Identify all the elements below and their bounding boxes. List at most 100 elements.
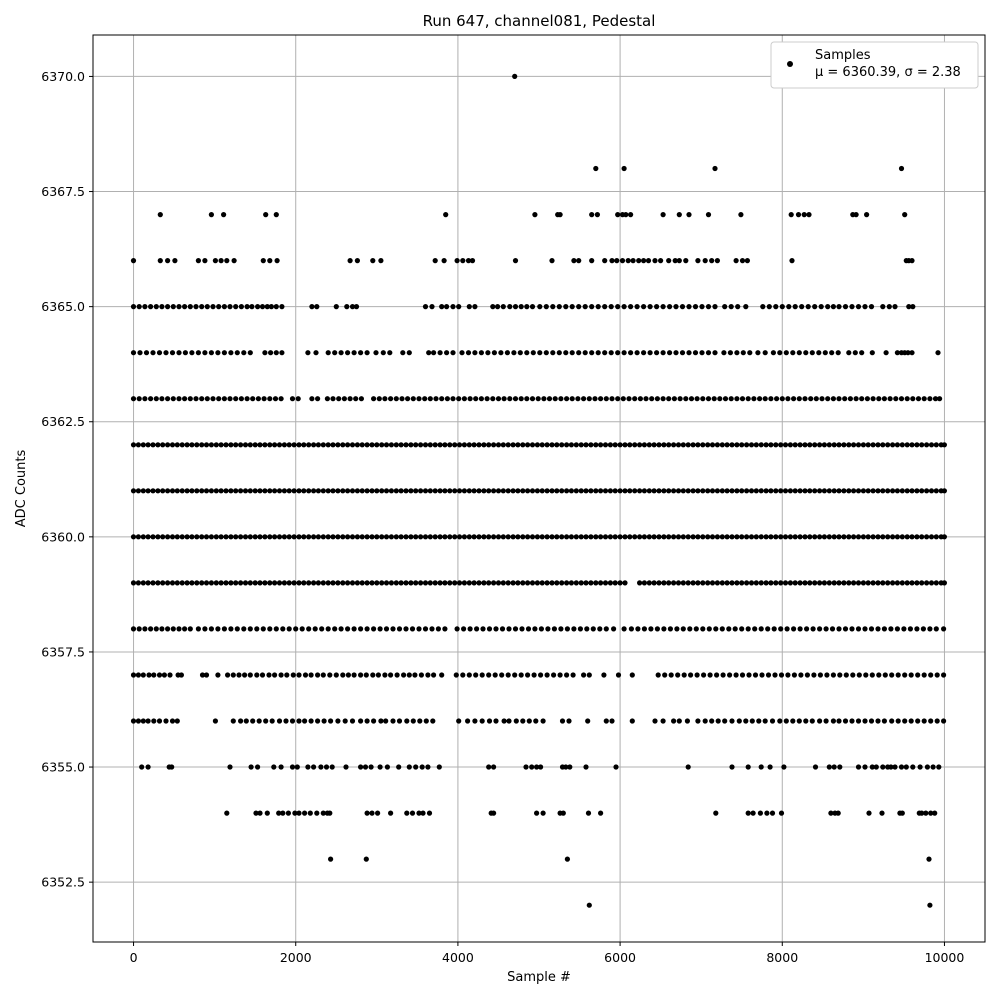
data-point: [809, 350, 815, 356]
data-point: [612, 442, 618, 448]
data-point: [491, 534, 497, 540]
data-point: [340, 672, 346, 678]
data-point: [914, 488, 920, 494]
data-point: [429, 304, 435, 310]
data-point: [888, 764, 894, 770]
data-point: [791, 672, 798, 678]
data-point: [319, 626, 325, 632]
data-point: [719, 580, 725, 586]
data-point: [456, 718, 462, 724]
data-point: [284, 672, 290, 678]
data-point: [823, 626, 829, 632]
data-point: [351, 350, 357, 356]
data-point: [661, 580, 667, 586]
data-point: [602, 580, 609, 586]
data-point: [167, 672, 173, 678]
data-point: [359, 442, 365, 448]
data-point: [920, 626, 927, 632]
data-point: [853, 212, 859, 218]
data-point: [524, 304, 530, 310]
data-point: [757, 396, 763, 402]
data-point: [748, 534, 755, 540]
data-point: [586, 396, 592, 402]
data-point: [416, 626, 422, 632]
data-point: [413, 442, 419, 448]
data-point: [615, 350, 621, 356]
data-point: [768, 534, 774, 540]
data-point: [601, 672, 607, 678]
data-point: [471, 488, 477, 494]
data-point: [733, 258, 739, 264]
data-point: [345, 580, 351, 586]
data-point: [218, 442, 224, 448]
data-point: [846, 442, 852, 448]
data-point: [394, 672, 400, 678]
data-point: [768, 442, 774, 448]
data-point: [927, 396, 933, 402]
data-point: [370, 672, 376, 678]
data-point: [296, 488, 302, 494]
data-point: [740, 350, 746, 356]
data-point: [169, 764, 175, 770]
data-point: [846, 580, 852, 586]
data-point: [786, 304, 792, 310]
data-point: [403, 488, 409, 494]
data-point: [338, 626, 344, 632]
data-point: [278, 672, 284, 678]
data-point: [752, 672, 759, 678]
data-point: [345, 626, 351, 632]
data-point: [390, 718, 396, 724]
data-point: [933, 580, 939, 586]
data-point: [623, 212, 629, 218]
data-point: [257, 488, 263, 494]
data-point: [797, 534, 803, 540]
data-point: [193, 304, 199, 310]
data-point: [271, 764, 277, 770]
data-point: [863, 672, 869, 678]
data-point: [247, 350, 253, 356]
data-point: [860, 534, 867, 540]
data-point: [490, 396, 496, 402]
data-point: [292, 810, 298, 816]
data-point: [941, 718, 947, 724]
data-point: [617, 442, 623, 448]
data-point: [544, 442, 550, 448]
data-point: [705, 350, 712, 356]
y-tick-label: 6367.5: [41, 184, 85, 199]
data-point: [851, 580, 857, 586]
data-point: [551, 626, 558, 632]
data-point: [529, 580, 536, 586]
data-point: [430, 718, 436, 724]
data-point: [831, 764, 837, 770]
data-point: [369, 534, 375, 540]
data-point: [472, 718, 478, 724]
data-point: [887, 396, 893, 402]
data-point: [713, 626, 719, 632]
data-point: [907, 626, 914, 632]
data-point: [773, 534, 779, 540]
data-point: [442, 442, 448, 448]
data-point: [525, 442, 531, 448]
data-point: [720, 672, 726, 678]
data-point: [842, 718, 849, 724]
data-point: [641, 580, 648, 586]
data-point: [685, 580, 691, 586]
data-point: [208, 350, 214, 356]
data-point: [320, 442, 326, 448]
data-point: [136, 626, 142, 632]
data-point: [921, 396, 927, 402]
data-point: [253, 810, 259, 816]
data-point: [247, 534, 253, 540]
data-point: [709, 488, 716, 494]
data-point: [413, 764, 419, 770]
y-tick-label: 6362.5: [41, 414, 85, 429]
data-point: [941, 672, 947, 678]
data-point: [520, 488, 526, 494]
data-point: [641, 350, 647, 356]
data-point: [309, 304, 315, 310]
data-point: [705, 442, 711, 448]
data-point: [500, 304, 506, 310]
data-point: [387, 350, 393, 356]
data-point: [425, 764, 431, 770]
data-point: [924, 488, 930, 494]
